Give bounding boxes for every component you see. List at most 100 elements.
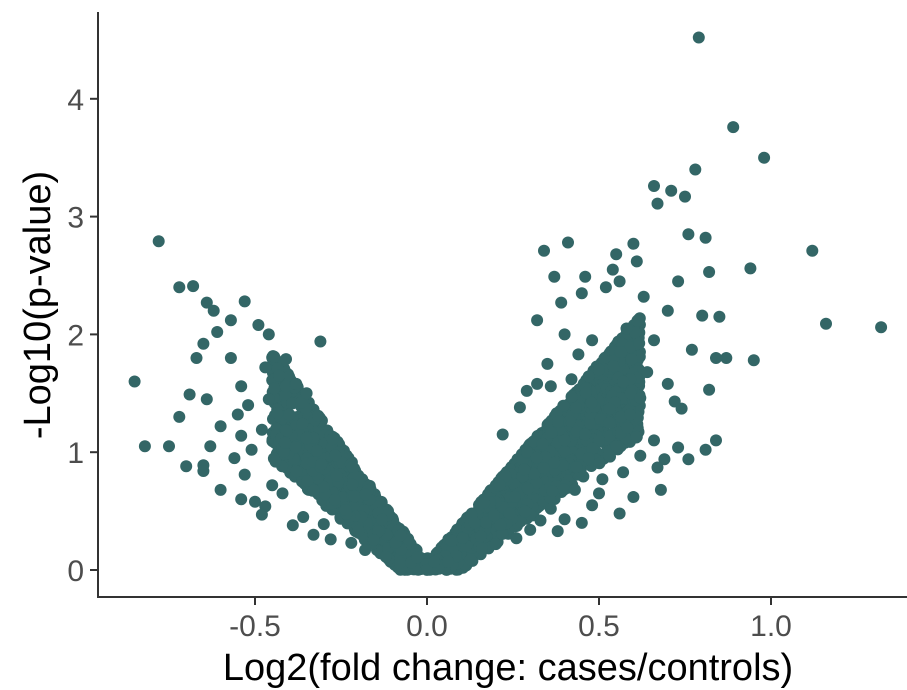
data-point (675, 402, 688, 415)
data-point (379, 550, 392, 563)
data-point (570, 401, 582, 414)
data-point (283, 408, 296, 421)
data-point (503, 507, 516, 520)
data-point (200, 296, 213, 309)
data-point (551, 525, 564, 538)
data-point (720, 352, 733, 364)
data-point (665, 184, 678, 197)
data-point (255, 423, 268, 436)
y-tick-label: 0 (67, 555, 84, 588)
data-point (271, 407, 284, 420)
data-point (235, 429, 248, 442)
data-point (276, 487, 289, 500)
y-tick-label: 2 (67, 319, 84, 352)
data-point (519, 505, 532, 518)
data-point (603, 416, 616, 429)
data-point (138, 440, 151, 453)
data-point (555, 296, 568, 309)
data-point (348, 490, 361, 503)
data-point (499, 470, 512, 483)
data-point (238, 468, 251, 481)
data-point (307, 484, 320, 497)
data-point (518, 463, 531, 476)
data-point (197, 465, 210, 477)
x-tick-label: -0.5 (229, 610, 281, 643)
data-point (747, 354, 760, 367)
x-axis-title: Log2(fold change: cases/controls) (223, 647, 793, 689)
data-point (228, 452, 241, 465)
data-point (346, 478, 359, 491)
data-point (682, 453, 695, 466)
data-point (539, 450, 552, 463)
data-point (607, 360, 620, 373)
data-point (530, 451, 543, 464)
data-point (268, 350, 281, 363)
data-point (617, 466, 630, 479)
data-point (280, 353, 292, 366)
data-point (527, 435, 540, 448)
data-point (531, 377, 544, 390)
data-point (565, 390, 578, 403)
data-point (875, 321, 888, 334)
data-point (685, 343, 698, 356)
data-point (478, 496, 491, 509)
data-point (613, 507, 626, 520)
data-point (173, 410, 186, 423)
data-point (624, 387, 637, 400)
data-point (488, 509, 500, 522)
data-point (456, 532, 469, 544)
data-point (557, 483, 570, 496)
data-point (173, 281, 186, 294)
data-point (479, 516, 492, 529)
data-point (579, 428, 592, 441)
data-point (617, 375, 630, 388)
data-point (744, 262, 757, 275)
data-point (296, 417, 309, 430)
data-point (273, 369, 286, 382)
data-point (579, 270, 592, 283)
data-point (197, 337, 210, 350)
data-point (207, 304, 220, 317)
data-point (474, 530, 487, 543)
data-point (442, 555, 454, 568)
data-point (324, 533, 337, 546)
data-point (654, 483, 667, 496)
y-tick-label: 3 (67, 202, 84, 235)
data-point (289, 441, 302, 454)
data-point (584, 417, 596, 430)
data-point (279, 380, 292, 393)
data-point (376, 513, 388, 526)
data-point (820, 317, 832, 330)
data-point (300, 387, 313, 400)
data-point (315, 458, 328, 471)
data-point (262, 328, 275, 341)
data-point (278, 445, 290, 458)
data-point (476, 542, 488, 555)
data-point (641, 366, 654, 379)
data-point (428, 555, 441, 568)
data-point (524, 523, 537, 536)
data-point (558, 445, 571, 458)
data-point (710, 352, 722, 364)
x-tick-label: 1.0 (750, 610, 792, 643)
data-point (330, 469, 343, 482)
data-point (317, 480, 330, 493)
data-point (259, 361, 272, 374)
data-point (317, 518, 330, 531)
data-point (496, 528, 508, 540)
data-point (268, 382, 281, 395)
data-point (582, 370, 595, 383)
data-point (596, 473, 609, 486)
data-point (613, 275, 626, 288)
data-point (631, 315, 644, 327)
data-point (163, 440, 175, 453)
data-point (445, 534, 458, 547)
data-point (235, 380, 248, 393)
data-point (648, 180, 660, 192)
y-axis-title: -Log10(p-value) (17, 171, 59, 439)
data-point (249, 495, 261, 508)
data-point (627, 237, 640, 250)
data-point (624, 341, 637, 354)
data-point (585, 396, 598, 409)
data-point (593, 363, 605, 376)
